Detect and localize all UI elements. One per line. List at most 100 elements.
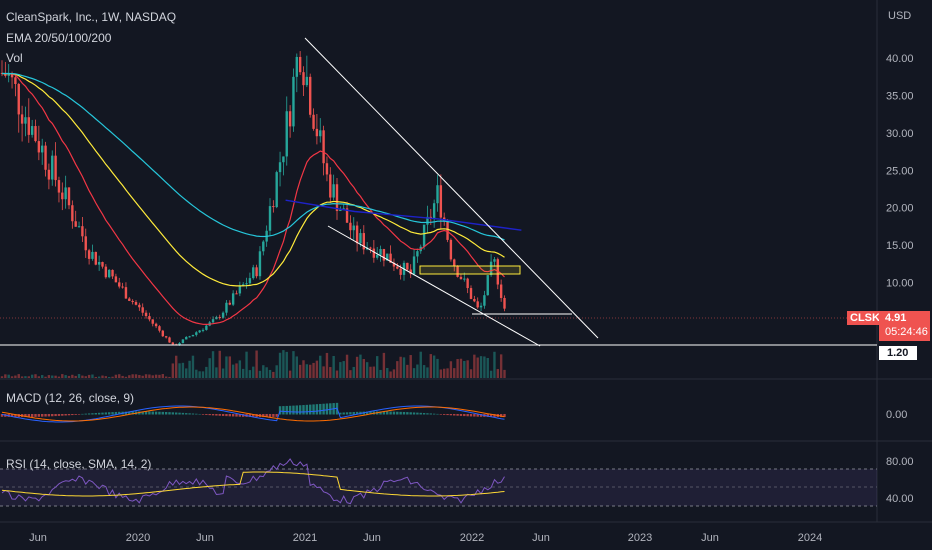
volume-bar [322, 366, 325, 378]
macd-histogram-bar [47, 414, 51, 417]
volume-bar [188, 360, 191, 378]
candle-body [432, 203, 436, 219]
volume-bar [138, 374, 141, 378]
volume-bar [74, 375, 77, 378]
volume-bar [432, 355, 436, 378]
macd-histogram-bar [218, 414, 221, 416]
volume-bar [195, 369, 198, 378]
volume-bar [446, 368, 449, 378]
volume-bar [412, 368, 416, 378]
trend-drawings[interactable] [0, 37, 877, 347]
macd-histogram-bar [37, 414, 41, 417]
volume-bar [402, 357, 406, 378]
macd-histogram-bar [164, 412, 168, 415]
rsi-sma-line [1, 471, 505, 497]
upper-trendline[interactable] [304, 37, 599, 339]
candle-body [436, 185, 439, 204]
candle-body [181, 339, 185, 344]
candle-body [422, 224, 426, 247]
candle-body [188, 336, 191, 338]
lower-trendline[interactable] [327, 225, 541, 347]
rsi-legend[interactable]: RSI (14, close, SMA, 14, 2) [6, 457, 152, 471]
candle-body [382, 249, 386, 261]
candle-body [483, 295, 486, 306]
candle-body [47, 169, 51, 180]
volume-bar [409, 355, 412, 378]
candle-body [473, 298, 476, 302]
candle-body [406, 262, 409, 270]
candle-body [376, 254, 379, 258]
volume-legend[interactable]: Vol [6, 51, 23, 65]
volume-bar [161, 374, 164, 378]
price-tick: 20.00 [886, 203, 914, 215]
candle-body [345, 208, 349, 223]
candle-body [124, 287, 128, 299]
macd-histogram-bar [97, 412, 101, 415]
volume-bar [84, 376, 87, 378]
candle-body [496, 259, 499, 285]
macd-histogram-bar [238, 414, 242, 417]
volume-bar [148, 374, 151, 378]
candle-body [134, 302, 138, 305]
volume-bar [443, 368, 446, 378]
candle-body [329, 174, 332, 198]
macd-histogram-bar [329, 403, 332, 415]
price-tick: 10.00 [886, 278, 914, 290]
volume-bar [87, 374, 91, 378]
macd-histogram-bar [412, 412, 416, 415]
macd-histogram-bar [128, 411, 131, 415]
candle-body [322, 130, 325, 164]
macd-histogram-bar [479, 414, 483, 417]
volume-bar [7, 374, 10, 378]
resistance-zone[interactable] [419, 265, 521, 275]
volume-bar [406, 364, 409, 378]
macd-histogram-bar [54, 414, 57, 417]
volume-bar [24, 376, 27, 378]
macd-histogram-bar [10, 414, 14, 417]
volume-bar [483, 356, 486, 378]
symbol-title[interactable]: CleanSpark, Inc., 1W, NASDAQ [6, 10, 177, 24]
macd-histogram-bar [111, 412, 114, 415]
volume-bar [439, 369, 443, 378]
price-tick: 40.00 [886, 53, 914, 65]
ema-legend[interactable]: EMA 20/50/100/200 [6, 31, 112, 45]
volume-bar [151, 375, 154, 378]
macd-histogram-bar [34, 414, 37, 417]
macd-histogram-bar [265, 414, 268, 418]
volume-bar [181, 362, 185, 378]
volume-bar [359, 354, 362, 378]
volume-bar [111, 376, 114, 378]
candle-body [67, 187, 71, 206]
macd-histogram-bar [191, 413, 195, 415]
time-tick: Jun [29, 532, 47, 544]
macd-histogram-bar [456, 414, 459, 416]
rsi-tick: 80.00 [886, 456, 914, 468]
macd-histogram-bar [101, 412, 104, 415]
volume-bar [61, 374, 64, 378]
volume-bar [0, 376, 4, 378]
currency-label: USD [888, 10, 911, 22]
macd-histogram-bar [131, 411, 134, 415]
volume-bar [141, 375, 144, 378]
macd-histogram-bar [24, 414, 27, 418]
macd-histogram-bar [14, 414, 17, 418]
macd-histogram-bar [399, 411, 402, 415]
volume-bar [57, 376, 61, 378]
candle-body [148, 316, 151, 320]
candle-body [151, 319, 154, 324]
macd-legend[interactable]: MACD (12, 26, close, 9) [6, 391, 135, 405]
volume-bar [429, 354, 432, 378]
candle-body [51, 155, 54, 180]
volume-bar [128, 375, 131, 378]
volume-bar [315, 360, 319, 378]
candle-body [211, 319, 215, 323]
volume-bar [211, 351, 215, 378]
macd-histogram-bar [489, 414, 493, 418]
macd-histogram-bar [208, 414, 211, 416]
rsi-pane [1, 458, 505, 505]
candle-body [198, 330, 201, 333]
ema-100-line [2, 72, 505, 241]
volume-bar [355, 356, 359, 378]
volume-bar [479, 356, 483, 378]
